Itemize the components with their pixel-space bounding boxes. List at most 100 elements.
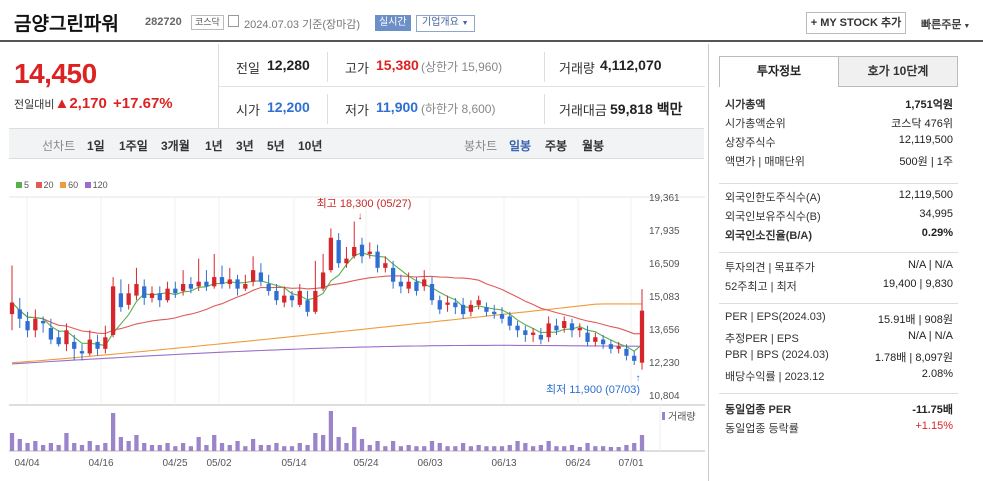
tab-1y[interactable]: 1년 bbox=[205, 139, 223, 153]
tab-invest-info[interactable]: 투자정보 bbox=[719, 56, 839, 87]
candle-body bbox=[624, 348, 629, 356]
volume-bar bbox=[149, 445, 155, 451]
tab-monthly[interactable]: 월봉 bbox=[582, 139, 605, 153]
candle-body bbox=[492, 311, 497, 315]
candle-body bbox=[33, 318, 38, 331]
volume-bar bbox=[554, 446, 559, 451]
candle-body bbox=[64, 330, 69, 345]
row-label: 상장주식수 bbox=[725, 137, 776, 149]
volume-bar bbox=[593, 446, 598, 451]
line-chart-label: 선차트 bbox=[42, 139, 76, 153]
x-tick-label: 05/24 bbox=[353, 458, 378, 469]
candle-chart-label: 봉차트 bbox=[464, 139, 498, 153]
candle-body bbox=[422, 279, 427, 287]
volume-bar bbox=[142, 443, 147, 451]
row-value: N/A | N/A bbox=[907, 259, 953, 271]
volume-bar bbox=[639, 435, 645, 451]
volume-bar bbox=[250, 439, 256, 451]
tab-daily[interactable]: 일봉 bbox=[509, 139, 532, 153]
row-value: 12,119,500 bbox=[898, 189, 953, 201]
candle-body bbox=[577, 327, 582, 331]
candle-body bbox=[118, 293, 124, 308]
row-value: -11.75배 bbox=[912, 404, 953, 416]
candle-body bbox=[585, 332, 590, 342]
x-tick-label: 06/03 bbox=[417, 458, 442, 469]
low-annotation: 최저 11,900 (07/03) bbox=[546, 383, 640, 396]
volume-bar bbox=[569, 445, 575, 451]
price-chart[interactable]: 19,361 17,935 16,509 15,083 13,656 12,230 10,8… bbox=[0, 0, 709, 481]
volume-legend-label: 거래량 bbox=[668, 411, 696, 423]
candle-body bbox=[79, 351, 85, 354]
row-label: 외국인소진율(B/A) bbox=[725, 230, 812, 242]
candle-body bbox=[110, 286, 116, 335]
volume-bar bbox=[538, 445, 544, 451]
candle-body bbox=[507, 316, 512, 326]
tab-hoga[interactable]: 호가 10단계 bbox=[838, 56, 958, 87]
x-tick-label: 06/13 bbox=[491, 458, 516, 469]
tab-3m[interactable]: 3개월 bbox=[161, 139, 190, 153]
candle-body bbox=[414, 281, 419, 291]
ma60-line bbox=[11, 303, 642, 364]
valuation-row: 배당수익률 | 2023.12 2.08% bbox=[725, 368, 953, 387]
foreign-row: 외국인보유주식수(B) 34,995 bbox=[725, 208, 953, 227]
candle-body bbox=[608, 344, 614, 349]
candle-body bbox=[48, 327, 54, 340]
y-tick-label: 19,361 bbox=[649, 193, 680, 204]
company-info-dropdown[interactable]: 기업개요 ▼ bbox=[416, 15, 475, 32]
volume-bar bbox=[297, 443, 302, 451]
lower-limit: (하한가 8,600) bbox=[421, 102, 496, 116]
divider bbox=[719, 252, 958, 253]
volume-bar bbox=[79, 445, 85, 451]
candle-body bbox=[250, 270, 256, 282]
candle-body bbox=[243, 284, 248, 289]
volume-bar bbox=[429, 441, 435, 451]
volume-bar bbox=[17, 439, 22, 451]
y-tick-label: 12,230 bbox=[649, 358, 680, 369]
trade-value-label: 거래대금 bbox=[559, 103, 607, 118]
candle-body bbox=[56, 337, 61, 345]
stock-header: 금양그린파워 282720 코스닥 2024.07.03 기준(장마감) 실시간… bbox=[0, 0, 983, 42]
volume-bar bbox=[56, 445, 61, 451]
candle-body bbox=[313, 290, 318, 312]
y-tick-label: 13,656 bbox=[649, 325, 680, 336]
company-info-label: 기업개요 bbox=[422, 17, 459, 28]
volume-bar bbox=[577, 447, 582, 451]
tab-5y[interactable]: 5년 bbox=[267, 139, 285, 153]
volume-bar bbox=[437, 443, 442, 451]
candle-body bbox=[157, 293, 162, 301]
volume-bar bbox=[422, 446, 427, 451]
up-arrow-icon: ↑ bbox=[636, 373, 641, 384]
realtime-button[interactable]: 실시간 bbox=[375, 15, 411, 31]
row-value: 34,995 bbox=[919, 208, 953, 220]
row-value: N/A | N/A bbox=[907, 330, 953, 342]
divider bbox=[719, 303, 958, 304]
tab-1w[interactable]: 1주일 bbox=[119, 139, 148, 153]
divider bbox=[327, 94, 328, 124]
tab-weekly[interactable]: 주봉 bbox=[545, 139, 568, 153]
tab-3y[interactable]: 3년 bbox=[236, 139, 254, 153]
candle-body bbox=[40, 321, 46, 324]
candle-body bbox=[593, 337, 598, 342]
volume-bar bbox=[64, 433, 69, 451]
row-value: 2.08% bbox=[921, 368, 953, 380]
volume-bar bbox=[359, 439, 365, 451]
candle-body bbox=[616, 346, 621, 349]
volume-bar bbox=[453, 446, 458, 451]
prev-close-value: 12,280 bbox=[267, 57, 310, 73]
my-stock-add-button[interactable]: + MY STOCK 추가 bbox=[806, 12, 906, 34]
candle-body bbox=[336, 240, 341, 264]
volume-bar bbox=[274, 443, 279, 451]
tab-1d[interactable]: 1일 bbox=[87, 139, 105, 153]
tab-10y[interactable]: 10년 bbox=[298, 139, 323, 153]
change-value: ▲2,170 bbox=[54, 95, 107, 112]
candle-body bbox=[17, 309, 22, 319]
price-date: 2024.07.03 기준(장마감) bbox=[244, 19, 361, 31]
calendar-icon bbox=[228, 15, 239, 27]
row-label: PER | EPS(2024.03) bbox=[725, 311, 826, 323]
volume-bar bbox=[40, 445, 46, 451]
price-change: 전일대비▲2,170 +17.67% bbox=[14, 95, 173, 112]
ma60-label: 60 bbox=[68, 180, 79, 190]
quick-order-dropdown[interactable]: 빠른주문 ▼ bbox=[921, 16, 970, 32]
volume-bar bbox=[282, 446, 287, 451]
row-label: PBR | BPS (2024.03) bbox=[725, 349, 829, 361]
